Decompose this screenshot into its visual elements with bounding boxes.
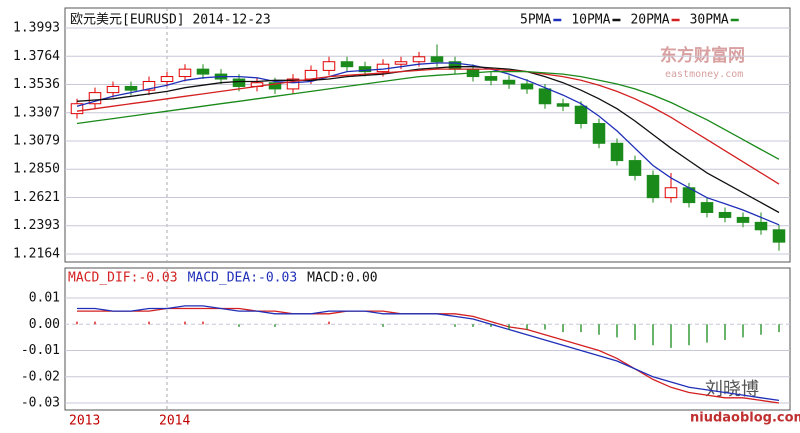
- candle-body: [700, 202, 714, 213]
- candle-body: [646, 174, 660, 199]
- legend-label: 10PMA: [571, 13, 610, 28]
- y-tick-label: 1.3764: [13, 49, 60, 64]
- candle-body: [268, 82, 282, 90]
- legend-label: MACD_DEA:-0.03: [188, 271, 298, 286]
- legend-label: 20PMA: [630, 13, 669, 28]
- y-tick-label: 1.3536: [13, 77, 60, 92]
- x-tick-label: 2014: [159, 414, 190, 429]
- candle-body: [358, 66, 372, 73]
- candle-body: [628, 160, 642, 176]
- candle-body: [484, 76, 498, 81]
- candle-body: [574, 105, 588, 125]
- watermark: 刘晓博: [705, 379, 759, 400]
- ma-line: [76, 62, 780, 226]
- candle-body: [88, 92, 102, 105]
- candle-body: [232, 78, 246, 87]
- ma-line: [76, 70, 780, 160]
- candle-body: [124, 85, 138, 91]
- macd-frame: [64, 267, 791, 411]
- candle-body: [196, 68, 210, 75]
- candle-body: [430, 56, 444, 63]
- legend-label: MACD_DIF:-0.03: [68, 271, 178, 286]
- y-tick-label: 1.2393: [13, 218, 60, 233]
- legend-label: 5PMA: [520, 13, 551, 28]
- candle-body: [394, 61, 408, 65]
- main-frame: [64, 7, 791, 263]
- candle-body: [520, 83, 534, 90]
- candle-body: [412, 56, 426, 63]
- y-tick-label: 1.3079: [13, 133, 60, 148]
- y-tick-label: -0.02: [21, 369, 60, 384]
- candle-body: [736, 216, 750, 223]
- candle-body: [160, 76, 174, 83]
- y-tick-label: 1.2621: [13, 190, 60, 205]
- candle-body: [556, 103, 570, 107]
- candle-body: [754, 221, 768, 231]
- y-tick-label: 1.3307: [13, 105, 60, 120]
- legend-label: MACD:0.00: [307, 271, 377, 286]
- candle-body: [538, 88, 552, 105]
- candle-body: [304, 69, 318, 80]
- watermark: eastmoney.com: [665, 69, 743, 80]
- ma-line: [76, 66, 780, 214]
- candle-body: [142, 81, 156, 91]
- candle-body: [592, 123, 606, 144]
- y-tick-label: 1.3993: [13, 21, 60, 36]
- candle-body: [502, 79, 516, 85]
- candle-body: [70, 103, 84, 115]
- legend-label: 30PMA: [690, 13, 729, 28]
- ma-line: [77, 305, 780, 402]
- candle-body: [772, 229, 786, 243]
- y-tick-label: 0.00: [29, 317, 60, 332]
- x-tick-label: 2013: [69, 414, 100, 429]
- candle-body: [178, 68, 192, 78]
- watermark: 东方财富网: [660, 45, 745, 66]
- candle-body: [610, 142, 624, 162]
- y-tick-label: -0.01: [21, 343, 60, 358]
- candle-body: [322, 61, 336, 71]
- y-tick-label: 1.2164: [13, 247, 60, 262]
- y-tick-label: 0.01: [29, 291, 60, 306]
- ma-line: [77, 307, 780, 404]
- chart-title: 欧元美元[EURUSD] 2014-12-23: [70, 13, 271, 28]
- candle-body: [718, 211, 732, 218]
- y-tick-label: -0.03: [21, 396, 60, 411]
- candle-body: [286, 78, 300, 90]
- watermark: niudaoblog.com: [690, 411, 800, 426]
- candle-body: [340, 61, 354, 68]
- candle-body: [664, 187, 678, 199]
- y-tick-label: 1.2850: [13, 162, 60, 177]
- ma-line: [76, 68, 780, 185]
- candle-body: [106, 85, 120, 94]
